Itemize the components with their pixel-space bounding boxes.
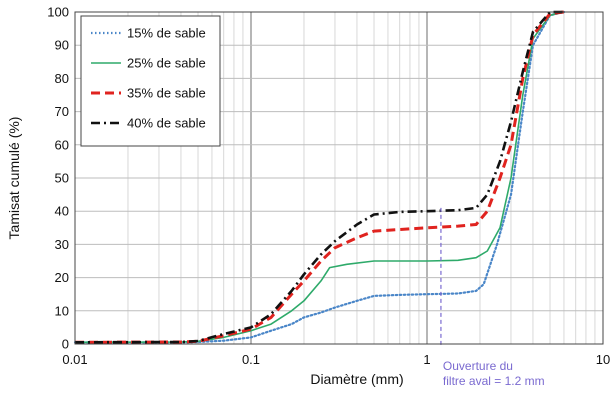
x-tick-labels: 0.01 0.1 1 10 [62, 352, 610, 367]
y-tick-label: 100 [47, 5, 69, 20]
y-tick-label: 50 [55, 171, 69, 186]
x-tick-label: 0.01 [62, 352, 87, 367]
legend-label-1: 15% de sable [127, 26, 206, 41]
series-line-3 [74, 10, 565, 344]
x-axis-title: Diamètre (mm) [310, 371, 403, 387]
y-tick-label: 0 [62, 337, 69, 352]
series-line-2 [74, 11, 565, 344]
y-tick-labels: 0 10 20 30 40 50 60 70 80 90 100 [47, 5, 69, 352]
opening-marker-label: Ouverture du [443, 359, 513, 373]
legend-label-2: 25% de sable [127, 56, 206, 71]
legend-label-3: 35% de sable [127, 86, 206, 101]
plot-series [73, 10, 566, 344]
y-tick-label: 60 [55, 137, 69, 152]
y-tick-label: 80 [55, 71, 69, 86]
y-tick-label: 20 [55, 270, 69, 285]
y-tick-label: 90 [55, 38, 69, 53]
opening-marker-label: filtre aval = 1.2 mm [443, 374, 545, 388]
legend-label-4: 40% de sable [127, 116, 206, 131]
y-tick-label: 30 [55, 237, 69, 252]
y-tick-label: 70 [55, 104, 69, 119]
y-tick-label: 40 [55, 204, 69, 219]
legend: 15% de sable 25% de sable 35% de sable 40% … [80, 15, 221, 147]
y-tick-label: 10 [55, 303, 69, 318]
series-line-1 [73, 10, 566, 344]
x-tick-label: 10 [596, 352, 610, 367]
series-line-4 [74, 10, 564, 344]
legend-box [80, 15, 221, 147]
y-axis-title: Tamisat cumulé (%) [6, 117, 22, 240]
x-tick-label: 1 [423, 352, 430, 367]
x-tick-label: 0.1 [242, 352, 260, 367]
plot-frame [74, 11, 604, 345]
